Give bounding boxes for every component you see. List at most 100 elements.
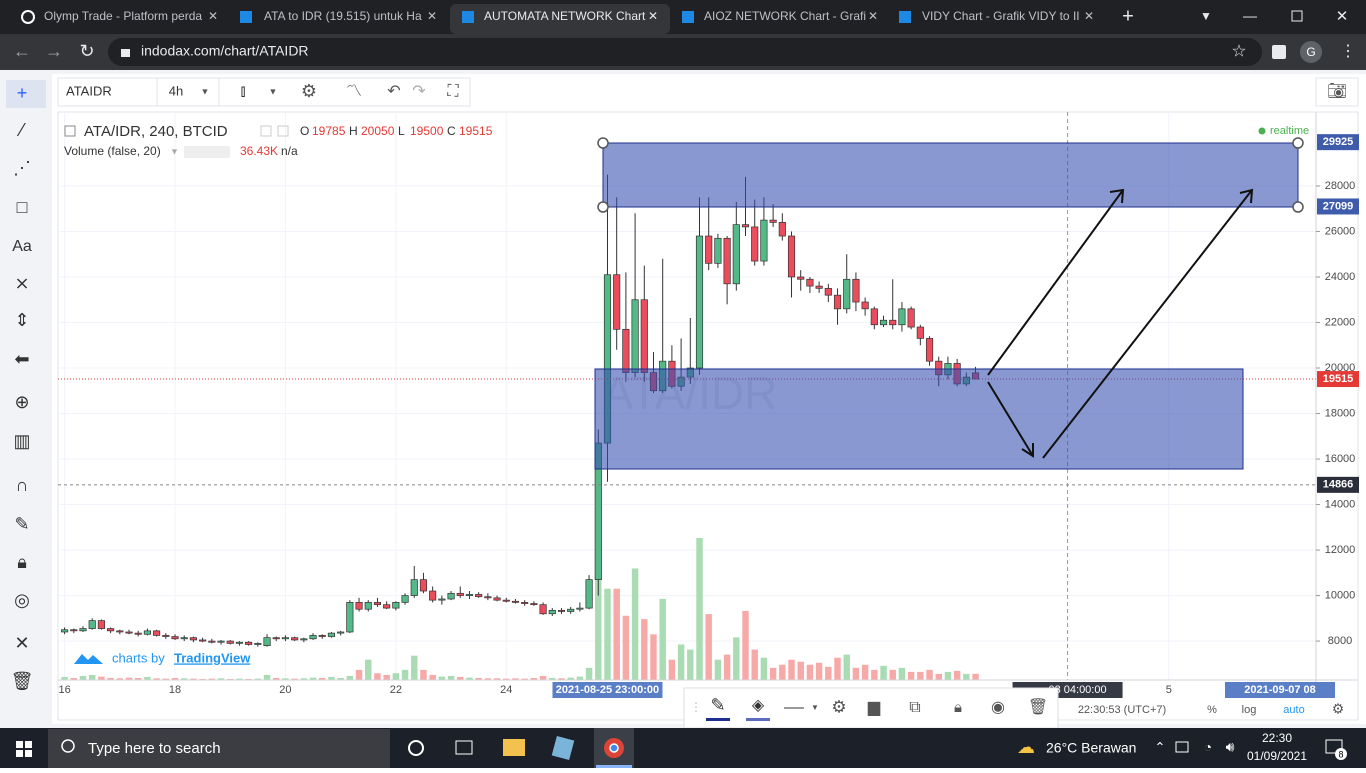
volume-bar <box>300 678 308 680</box>
interval[interactable]: 4h <box>169 83 183 98</box>
tab-search[interactable]: ▼ <box>1200 9 1212 23</box>
extensions[interactable] <box>1272 45 1286 59</box>
line-color[interactable]: ✎ <box>710 695 725 715</box>
tab-title[interactable]: AIOZ NETWORK Chart - Grafi <box>704 9 866 23</box>
interval-dropdown[interactable]: ▼ <box>201 86 210 96</box>
undo[interactable]: ↶ <box>387 83 400 100</box>
clock-date[interactable]: 01/09/2021 <box>1247 749 1307 763</box>
clone[interactable]: ⧉ <box>909 699 920 716</box>
delete-tool[interactable]: 🗑︎ <box>11 671 34 691</box>
magnet-tool[interactable]: ∩ <box>16 475 29 495</box>
log-toggle[interactable]: log <box>1242 704 1257 716</box>
handle[interactable] <box>1292 201 1304 213</box>
back[interactable]: ← <box>13 41 31 61</box>
symbol-input[interactable]: ATAIDR <box>66 83 112 98</box>
reload[interactable]: ↻ <box>79 41 94 61</box>
fill-color[interactable]: ◈ <box>752 697 765 714</box>
redo[interactable]: ↷ <box>412 83 426 100</box>
range-label: 2021-09-07 08 <box>1244 684 1316 696</box>
tab-title[interactable]: ATA to IDR (19.515) untuk Ha <box>264 9 422 23</box>
hide-drawing[interactable]: ◉ <box>991 699 1005 716</box>
cortana[interactable] <box>408 740 424 756</box>
chart-style[interactable]: ⫾ <box>240 83 245 100</box>
volume-icons[interactable] <box>184 146 230 158</box>
crosshair-tool[interactable] <box>6 80 46 108</box>
delete-drawing[interactable]: 🗑︎ <box>1028 698 1048 716</box>
visual-order[interactable]: ▆ <box>867 699 881 716</box>
collapse-legend[interactable] <box>64 125 76 137</box>
legend-icon[interactable] <box>277 125 289 137</box>
omnibox[interactable] <box>108 38 1262 66</box>
tab-close[interactable]: ✕ <box>427 9 437 23</box>
hide-tool[interactable]: ◎ <box>14 590 30 610</box>
file-explorer[interactable] <box>503 739 525 756</box>
tab-title[interactable]: AUTOMATA NETWORK Chart <box>484 9 646 23</box>
active-tab[interactable] <box>450 4 670 34</box>
trend-line[interactable]: ⁄ <box>16 120 26 140</box>
remove-tools[interactable]: ✕ <box>14 633 29 653</box>
tab-title[interactable]: Olymp Trade - Platform perda <box>44 9 202 23</box>
tab-title[interactable]: VIDY Chart - Grafik VIDY to II <box>922 9 1080 23</box>
handle[interactable] <box>1292 137 1304 149</box>
fib-tool[interactable]: ⋰ <box>13 158 31 178</box>
handle[interactable] <box>597 137 609 149</box>
handle[interactable] <box>597 201 609 213</box>
measure-tool[interactable]: ⇕ <box>14 310 29 330</box>
arrow[interactable] <box>987 381 1034 458</box>
legend-icon[interactable] <box>260 125 272 137</box>
notifications[interactable] <box>1325 739 1343 754</box>
shape-tool[interactable]: □ <box>17 197 28 217</box>
battery[interactable] <box>1175 741 1189 753</box>
lock-drawing[interactable]: 🔒︎ <box>954 699 962 716</box>
forward[interactable]: → <box>45 41 63 61</box>
tab-close[interactable]: ✕ <box>1084 9 1094 23</box>
percent-toggle[interactable]: % <box>1207 704 1217 716</box>
lock-tool[interactable]: 🔒︎ <box>17 552 27 572</box>
auto-toggle[interactable]: auto <box>1283 704 1304 716</box>
minimize[interactable]: — <box>1243 8 1257 24</box>
arrow[interactable] <box>987 188 1125 376</box>
branding-link[interactable]: TradingView <box>174 650 251 665</box>
network[interactable]: ◔ <box>1204 739 1212 754</box>
tab-close[interactable]: ✕ <box>648 9 658 23</box>
axis-settings[interactable]: ⚙ <box>1332 701 1345 717</box>
text-tool[interactable]: Aa <box>12 238 32 255</box>
clock-time[interactable]: 22:30 <box>1262 731 1292 745</box>
support-zone[interactable] <box>594 368 1244 470</box>
indicators[interactable]: 〽 <box>346 83 362 100</box>
bars-tool[interactable]: ▥ <box>13 431 30 451</box>
arrow-tool[interactable]: ⬅ <box>14 349 29 369</box>
weather[interactable]: 26°C Berawan <box>1046 740 1136 756</box>
arrows[interactable] <box>987 188 1254 459</box>
new-tab[interactable]: + <box>1122 5 1134 27</box>
settings[interactable]: ⚙ <box>301 81 317 101</box>
fullscreen[interactable]: ⛶ <box>447 83 459 100</box>
style-dropdown[interactable]: ▼ <box>269 86 278 96</box>
screenshot[interactable] <box>1315 77 1359 107</box>
tray-chevron[interactable]: ⌃ <box>1155 739 1166 754</box>
zoom-tool[interactable]: ⊕ <box>14 392 29 412</box>
app-icon[interactable] <box>551 736 575 760</box>
resistance-zone[interactable] <box>602 142 1299 208</box>
start-button[interactable] <box>16 741 32 757</box>
volume-dropdown[interactable]: ▼ <box>170 146 179 156</box>
url[interactable]: indodax.com/chart/ATAIDR <box>141 43 309 59</box>
width-dropdown[interactable]: ▼ <box>811 703 819 712</box>
bookmark[interactable]: ☆ <box>1231 41 1246 60</box>
arrow[interactable] <box>1042 188 1254 459</box>
menu[interactable]: ⋮ <box>1340 43 1356 60</box>
tab-close[interactable]: ✕ <box>208 9 218 23</box>
volume-icon[interactable]: 🔊︎ <box>1226 739 1235 755</box>
close-window[interactable]: ✕ <box>1336 8 1349 25</box>
profile[interactable] <box>1300 41 1322 63</box>
pattern-tool[interactable]: ⨯ <box>14 273 29 293</box>
maximize[interactable] <box>1291 10 1303 22</box>
task-view[interactable] <box>455 740 473 755</box>
drag-handle[interactable]: ⋮ <box>690 700 702 714</box>
tab-close[interactable]: ✕ <box>868 9 878 23</box>
search-box[interactable] <box>48 729 390 768</box>
branding-prefix: charts by <box>112 650 165 665</box>
draw-mode[interactable]: ✎ <box>14 514 29 534</box>
drawing-settings[interactable]: ⚙ <box>831 697 846 716</box>
zone-handles[interactable] <box>597 137 1304 213</box>
